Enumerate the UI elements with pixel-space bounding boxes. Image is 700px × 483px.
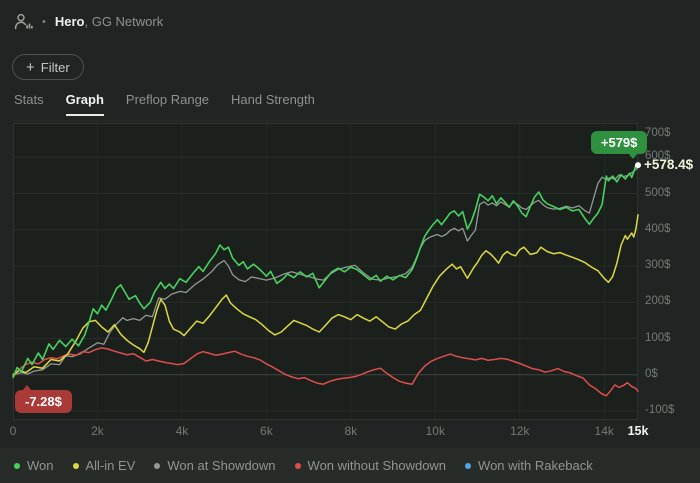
legend-dot	[465, 462, 472, 469]
series-line-won-without-showdown	[12, 347, 639, 397]
y-tick-label: 0$	[645, 367, 658, 380]
legend-label: Won	[27, 458, 54, 473]
y-tick-label: 700$	[645, 127, 671, 139]
y-tick-label: 100$	[645, 331, 671, 344]
legend-dot	[14, 462, 20, 469]
current-point-dot	[635, 162, 641, 169]
player-stats-icon	[14, 13, 33, 30]
legend-label: Won with Rakeback	[478, 458, 593, 473]
plus-icon: +	[26, 58, 35, 76]
max-value-badge: +579$	[590, 130, 648, 159]
status-dot: •	[42, 15, 46, 28]
series-line-won	[12, 164, 639, 379]
y-tick-label: 600$	[645, 150, 671, 163]
y-tick-label: 400$	[645, 222, 671, 235]
filter-label: Filter	[40, 59, 70, 75]
x-tick-label: 12k	[510, 424, 530, 438]
winnings-chart[interactable]: +579$ -7.28$	[12, 120, 648, 420]
x-tick-label: 6k	[260, 424, 273, 438]
player-name: Hero	[54, 14, 85, 29]
plot-border	[13, 123, 638, 420]
legend-dot	[294, 462, 301, 469]
chart-canvas	[12, 120, 641, 420]
tab-hand-strength[interactable]: Hand Strength	[231, 92, 315, 107]
legend-item-won-with-rakeback[interactable]: Won with Rakeback	[465, 458, 593, 473]
y-tick-label: -100$	[645, 404, 675, 416]
legend-dot	[154, 462, 161, 469]
min-value-badge: -7.28$	[15, 385, 72, 414]
filter-button[interactable]: + Filter	[12, 54, 84, 80]
legend-item-all-in-ev[interactable]: All-in EV	[72, 458, 136, 473]
x-axis-labels: 0 2k 4k 6k 8k 10k 12k 14k 15k	[9, 424, 653, 440]
y-tick-label: 200$	[645, 295, 671, 308]
x-tick-label: 10k	[425, 424, 445, 438]
legend-dot	[72, 462, 79, 469]
series-line-all-in-ev	[12, 214, 639, 376]
x-tick-label: 15k	[627, 424, 649, 438]
tab-graph[interactable]: Graph	[65, 92, 104, 116]
x-tick-label: 2k	[91, 424, 104, 438]
legend-item-won-at-showdown[interactable]: Won at Showdown	[154, 458, 276, 473]
page-title: Hero, GG Network	[55, 14, 163, 29]
x-tick-label: 4k	[175, 424, 189, 438]
tab-preflop-range[interactable]: Preflop Range	[125, 92, 210, 107]
tab-stats[interactable]: Stats	[14, 92, 44, 107]
series-line-won-at-showdown	[12, 167, 639, 376]
header: • Hero, GG Network	[14, 13, 163, 30]
network-name: , GG Network	[84, 14, 164, 29]
y-tick-label: 500$	[645, 186, 671, 199]
legend-item-won[interactable]: Won	[14, 458, 54, 473]
y-tick-label: 300$	[645, 259, 671, 271]
x-tick-label: 8k	[344, 424, 358, 438]
x-tick-label: 14k	[594, 424, 614, 438]
tab-bar: Stats Graph Preflop Range Hand Strength	[14, 92, 315, 116]
legend-item-won-without-showdown[interactable]: Won without Showdown	[294, 458, 447, 473]
legend-bar: Won All-in EV Won at Showdown Won without S…	[0, 448, 700, 483]
x-tick-label: 0	[9, 424, 17, 438]
legend: Won All-in EV Won at Showdown Won without S…	[14, 448, 593, 483]
legend-label: Won without Showdown	[307, 458, 447, 473]
final-value-label: +578.4$	[644, 157, 694, 173]
y-axis-labels: 700$ 600$ 500$ 400$ 300$ 200$ 100$ 0$ -100$	[645, 123, 697, 420]
legend-label: All-in EV	[85, 458, 136, 473]
legend-label: Won at Showdown	[167, 458, 276, 473]
